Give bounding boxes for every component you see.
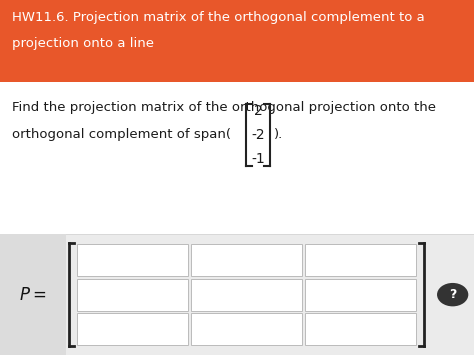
Text: Find the projection matrix of the orthogonal projection onto the: Find the projection matrix of the orthog… bbox=[12, 101, 436, 114]
Bar bbox=[305, 244, 416, 277]
Bar bbox=[77, 244, 188, 277]
Text: -1: -1 bbox=[251, 152, 265, 166]
Bar bbox=[77, 279, 188, 311]
Bar bbox=[191, 244, 302, 277]
Bar bbox=[191, 279, 302, 311]
Circle shape bbox=[437, 283, 468, 306]
Bar bbox=[0, 234, 474, 355]
Text: 2: 2 bbox=[254, 104, 263, 118]
Text: HW11.6. Projection matrix of the orthogonal complement to a: HW11.6. Projection matrix of the orthogo… bbox=[12, 11, 425, 24]
Bar bbox=[0, 234, 66, 355]
Text: projection onto a line: projection onto a line bbox=[12, 37, 154, 50]
Bar bbox=[0, 0, 474, 82]
Bar bbox=[77, 313, 188, 345]
Text: -2: -2 bbox=[252, 128, 265, 142]
Text: ).: ). bbox=[274, 129, 283, 141]
Bar bbox=[191, 313, 302, 345]
Bar bbox=[305, 313, 416, 345]
Text: orthogonal complement of span(: orthogonal complement of span( bbox=[12, 129, 231, 141]
Bar bbox=[305, 279, 416, 311]
Text: $P=$: $P=$ bbox=[19, 286, 47, 304]
Text: ?: ? bbox=[449, 288, 456, 301]
